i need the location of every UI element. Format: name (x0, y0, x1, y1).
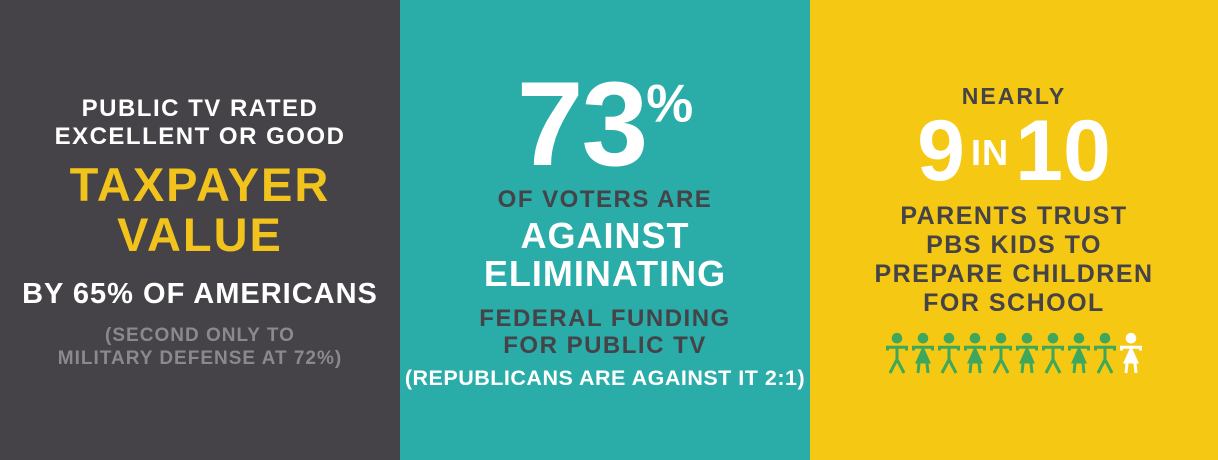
stat-9: 9 (917, 103, 966, 199)
stat-in: IN (971, 131, 1010, 173)
child-figure-icon (938, 332, 960, 374)
parents-detail-line-2: PBS KIDS TO (926, 231, 1102, 259)
child-figure-icon (964, 332, 986, 374)
taxpayer-highlight-line-2: VALUE (117, 208, 283, 261)
voters-emphasis-line-1: AGAINST (520, 215, 690, 256)
voters-detail-line-2: FOR PUBLIC TV (503, 332, 707, 359)
voters-emphasis: AGAINST ELIMINATING (484, 217, 726, 293)
voters-footnote: (REPUBLICANS ARE AGAINST IT 2:1) (404, 366, 806, 390)
parents-detail-line-1: PARENTS TRUST (900, 202, 1128, 230)
stat-73-value: 73 (516, 57, 648, 191)
parents-detail: PARENTS TRUST PBS KIDS TO PREPARE CHILDR… (874, 202, 1153, 318)
taxpayer-footnote-line-2: MILITARY DEFENSE AT 72%) (57, 348, 343, 369)
taxpayer-value-highlight: TAXPAYER VALUE (70, 160, 331, 260)
child-figure-icon (1094, 332, 1116, 374)
taxpayer-heading: PUBLIC TV RATED EXCELLENT OR GOOD (55, 95, 346, 151)
panel-taxpayer-value: PUBLIC TV RATED EXCELLENT OR GOOD TAXPAY… (0, 0, 400, 460)
stat-73-percent: 73% (517, 64, 693, 184)
taxpayer-subheading: BY 65% OF AMERICANS (22, 278, 378, 310)
panel-voters-against: 73% OF VOTERS ARE AGAINST ELIMINATING FE… (400, 0, 810, 460)
taxpayer-footnote-line-1: (SECOND ONLY TO (105, 325, 295, 346)
children-pictogram (885, 332, 1143, 374)
voters-lead: OF VOTERS ARE (497, 186, 713, 213)
percent-sign: % (646, 74, 694, 134)
parents-detail-line-4: FOR SCHOOL (923, 289, 1105, 317)
child-figure-icon (990, 332, 1012, 374)
parents-detail-line-3: PREPARE CHILDREN (874, 260, 1154, 288)
child-figure-icon (886, 332, 908, 374)
child-figure-icon (1042, 332, 1064, 374)
taxpayer-heading-line-1: PUBLIC TV RATED (81, 95, 319, 122)
voters-detail-line-1: FEDERAL FUNDING (479, 305, 731, 332)
taxpayer-highlight-line-1: TAXPAYER (69, 158, 331, 211)
parents-kicker: NEARLY (961, 83, 1067, 109)
voters-detail: FEDERAL FUNDING FOR PUBLIC TV (479, 305, 730, 359)
panel-parents-trust: NEARLY 9 IN10 PARENTS TRUST PBS KIDS TO P… (810, 0, 1218, 460)
stat-9-in-10: 9 IN10 (917, 108, 1111, 194)
child-figure-icon (1120, 332, 1142, 374)
voters-emphasis-line-2: ELIMINATING (483, 253, 727, 294)
taxpayer-heading-line-2: EXCELLENT OR GOOD (54, 123, 346, 150)
child-figure-icon (1068, 332, 1090, 374)
child-figure-icon (912, 332, 934, 374)
child-figure-icon (1016, 332, 1038, 374)
taxpayer-footnote: (SECOND ONLY TO MILITARY DEFENSE AT 72%) (58, 324, 342, 370)
stat-10: 10 (1015, 103, 1111, 199)
